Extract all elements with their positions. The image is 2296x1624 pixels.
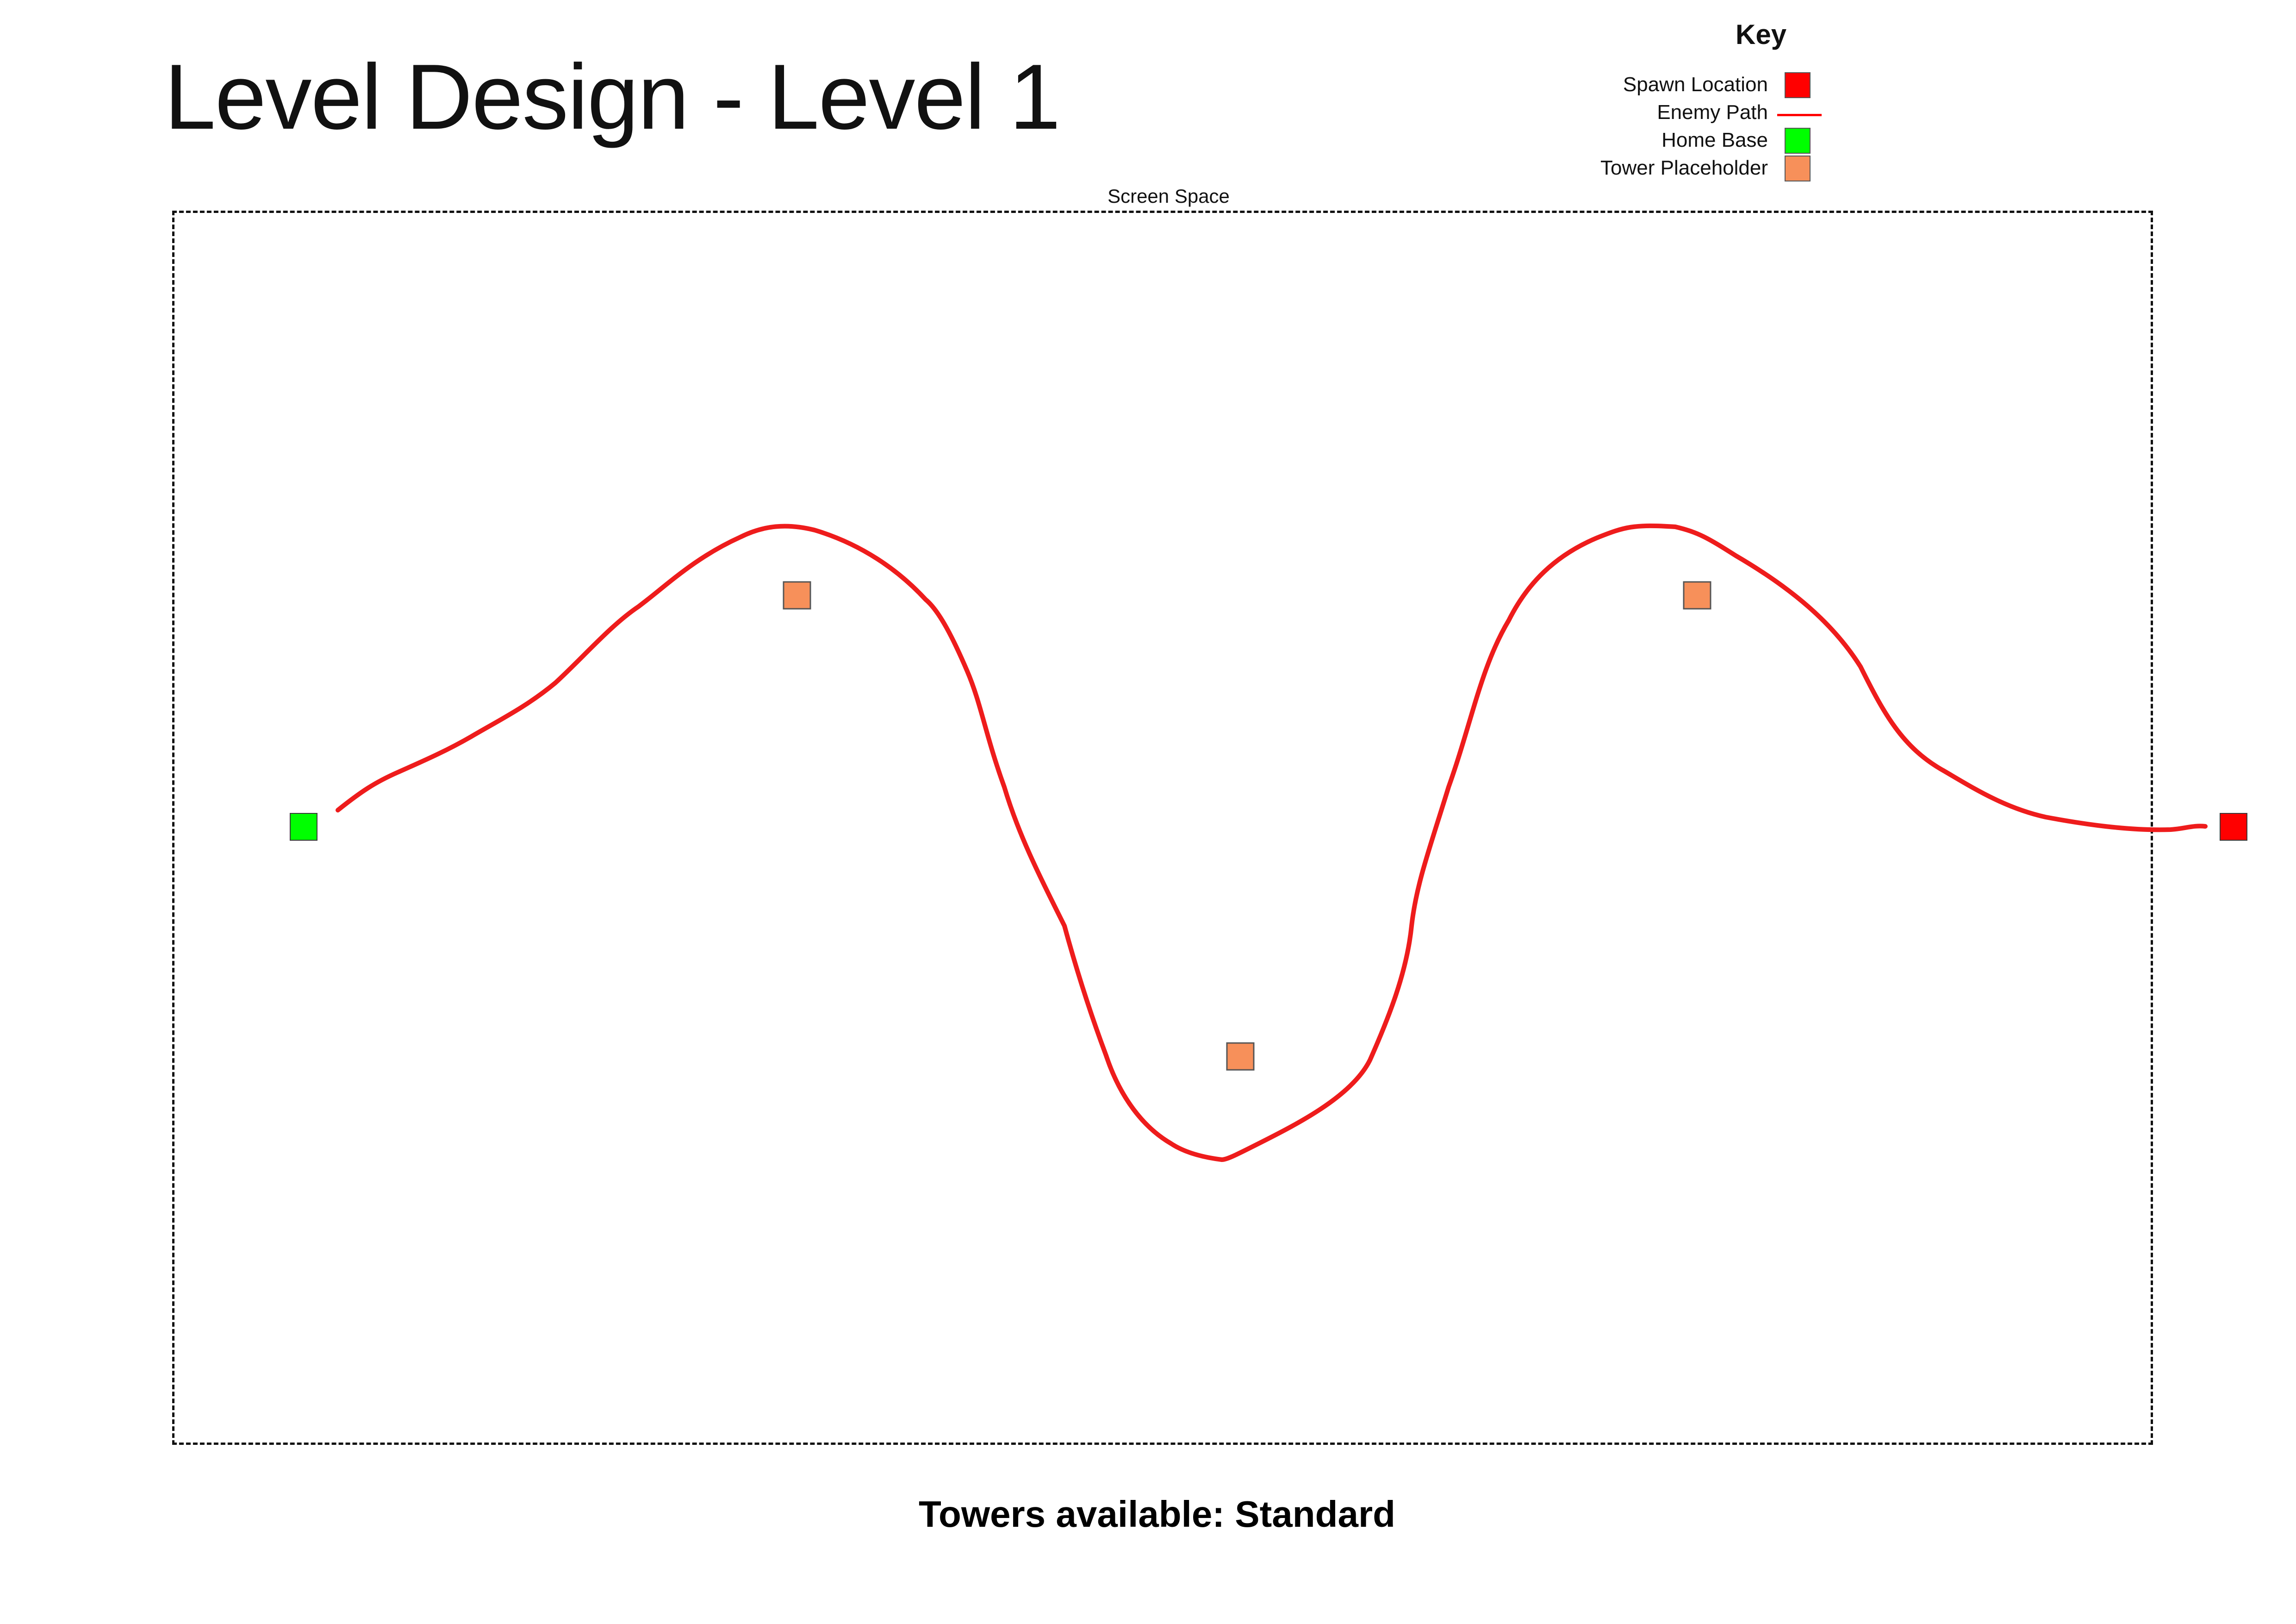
legend-label: Enemy Path — [1657, 101, 1768, 124]
tower-placeholder-marker — [1683, 581, 1711, 610]
tower-placeholder-marker — [1226, 1042, 1255, 1071]
legend-item-tower-placeholder: Tower Placeholder — [1527, 153, 1851, 181]
tower-placeholder-marker — [783, 581, 811, 610]
legend-item-enemy-path: Enemy Path — [1527, 97, 1851, 125]
home-base-marker — [290, 813, 317, 841]
page-title: Level Design - Level 1 — [164, 45, 1061, 149]
towers-available-caption: Towers available: Standard — [919, 1493, 1395, 1535]
legend-item-home-base: Home Base — [1527, 125, 1851, 154]
home-base-swatch — [1785, 128, 1811, 154]
enemy-path — [336, 523, 2208, 1162]
legend-heading: Key — [1736, 19, 1787, 50]
enemy-path-swatch — [1777, 114, 1822, 116]
screen-space-label: Screen Space — [1108, 185, 1230, 207]
legend-label: Home Base — [1661, 129, 1768, 151]
tower-placeholder-swatch — [1785, 156, 1811, 181]
legend-item-spawn-location: Spawn Location — [1527, 69, 1851, 98]
spawn-location-swatch — [1785, 72, 1811, 98]
legend-label: Spawn Location — [1623, 73, 1768, 96]
spawn-location-marker — [2220, 813, 2247, 841]
legend-label: Tower Placeholder — [1600, 156, 1768, 179]
legend: Key Spawn Location Enemy Path Home Base … — [1527, 19, 1851, 194]
